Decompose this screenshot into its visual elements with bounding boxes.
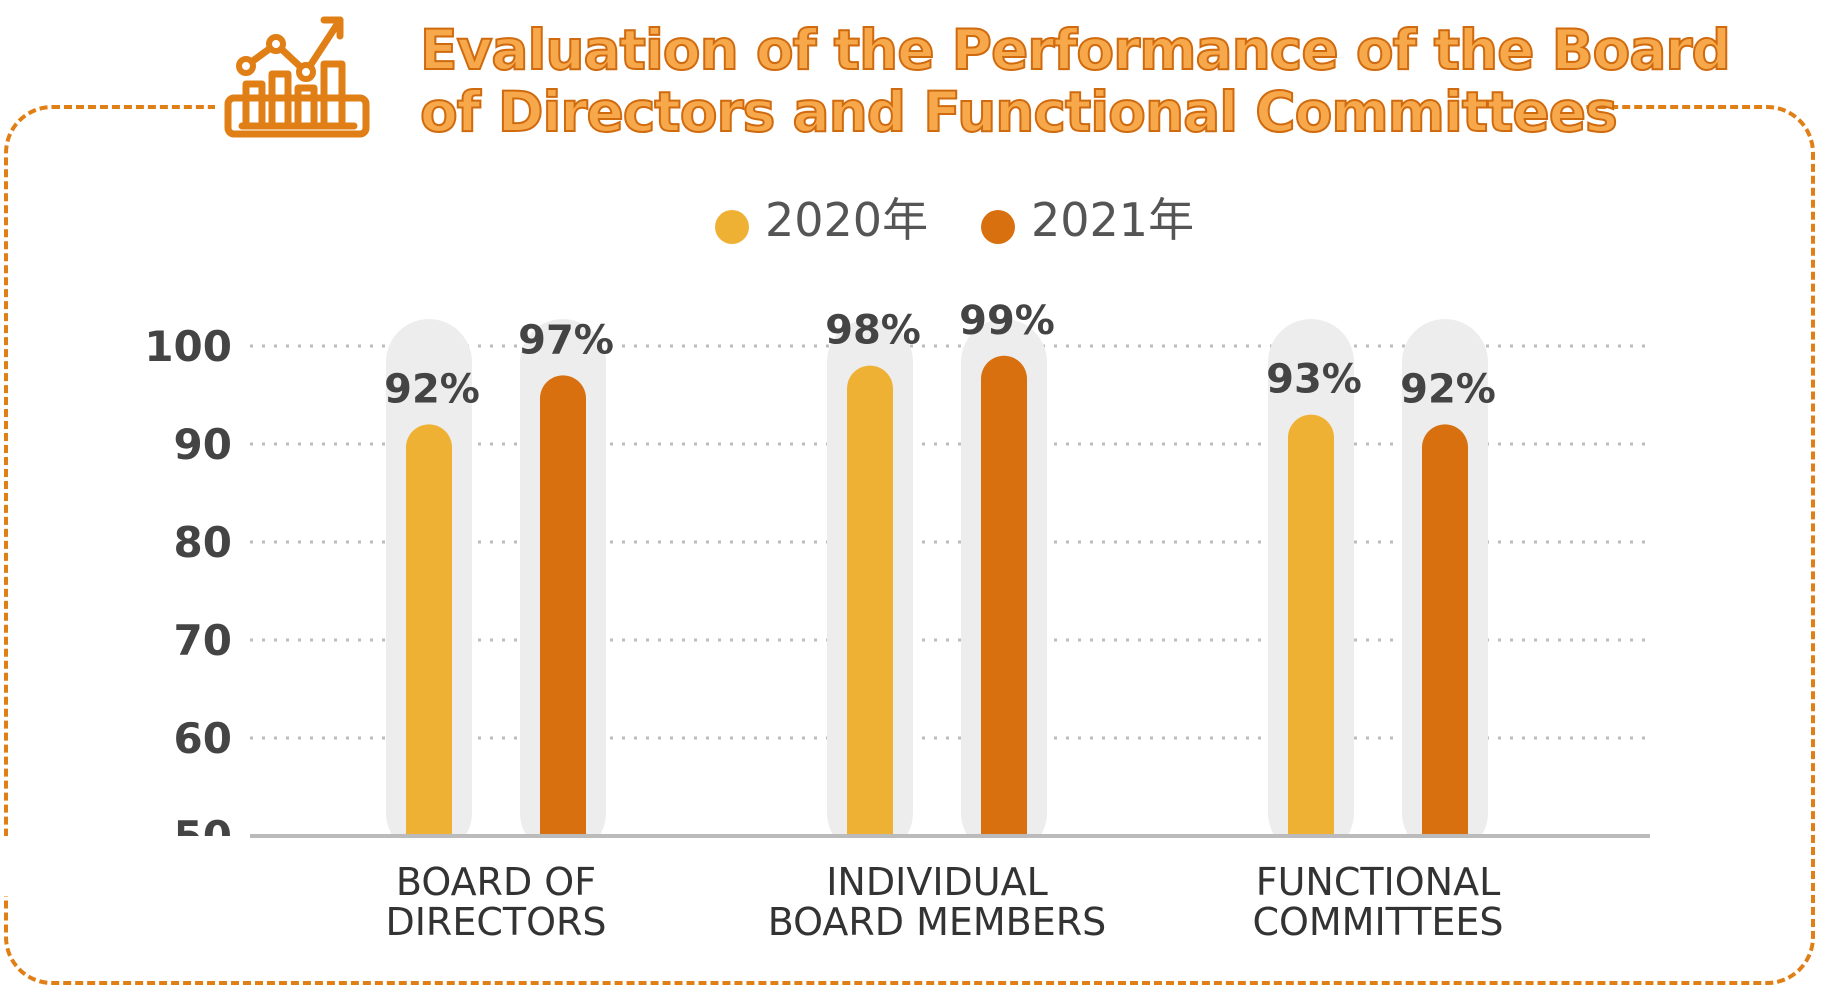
bar-1-0 — [847, 365, 893, 883]
bar-value-label-2-0: 93% — [1266, 357, 1362, 403]
bar-value-label-2-1: 92% — [1400, 366, 1496, 412]
bar-value-label-1-0: 98% — [825, 308, 921, 354]
bar-2-0 — [1288, 414, 1334, 882]
title-backdrop — [215, 6, 1585, 141]
legend-marker-0 — [715, 210, 749, 244]
bar-bottom-mask — [250, 836, 1750, 896]
bar-0-1 — [540, 375, 586, 882]
bar-value-label-0-1: 97% — [518, 317, 614, 363]
legend-marker-1 — [981, 210, 1015, 244]
legend-label-1: 2021年 — [1031, 193, 1194, 247]
legend-label-0: 2020年 — [765, 193, 928, 247]
bar-2-1 — [1422, 424, 1468, 882]
bar-value-label-1-1: 99% — [959, 298, 1055, 344]
bar-0-0 — [406, 424, 452, 882]
chart-title-line-1: Evaluation of the Performance of the Boa… — [419, 18, 1732, 82]
y-tick-label-80: 80 — [174, 518, 232, 567]
chart-title-line-2: of Directors and Functional Committees — [419, 80, 1619, 144]
category-label-0-0: BOARD OF — [396, 860, 596, 904]
bar-value-label-0-0: 92% — [384, 366, 480, 412]
category-label-0-1: DIRECTORS — [385, 900, 606, 944]
category-label-2-0: FUNCTIONAL — [1256, 860, 1501, 904]
category-label-1-0: INDIVIDUAL — [826, 860, 1048, 904]
y-tick-label-60: 60 — [174, 714, 232, 763]
bar-chart-trend-icon — [224, 16, 370, 138]
y-tick-label-90: 90 — [174, 420, 232, 469]
bar-1-1 — [981, 355, 1027, 882]
y-tick-label-70: 70 — [174, 616, 232, 665]
y-tick-label-100: 100 — [144, 322, 232, 371]
category-label-1-1: BOARD MEMBERS — [768, 900, 1107, 944]
category-label-2-1: COMMITTEES — [1252, 900, 1503, 944]
